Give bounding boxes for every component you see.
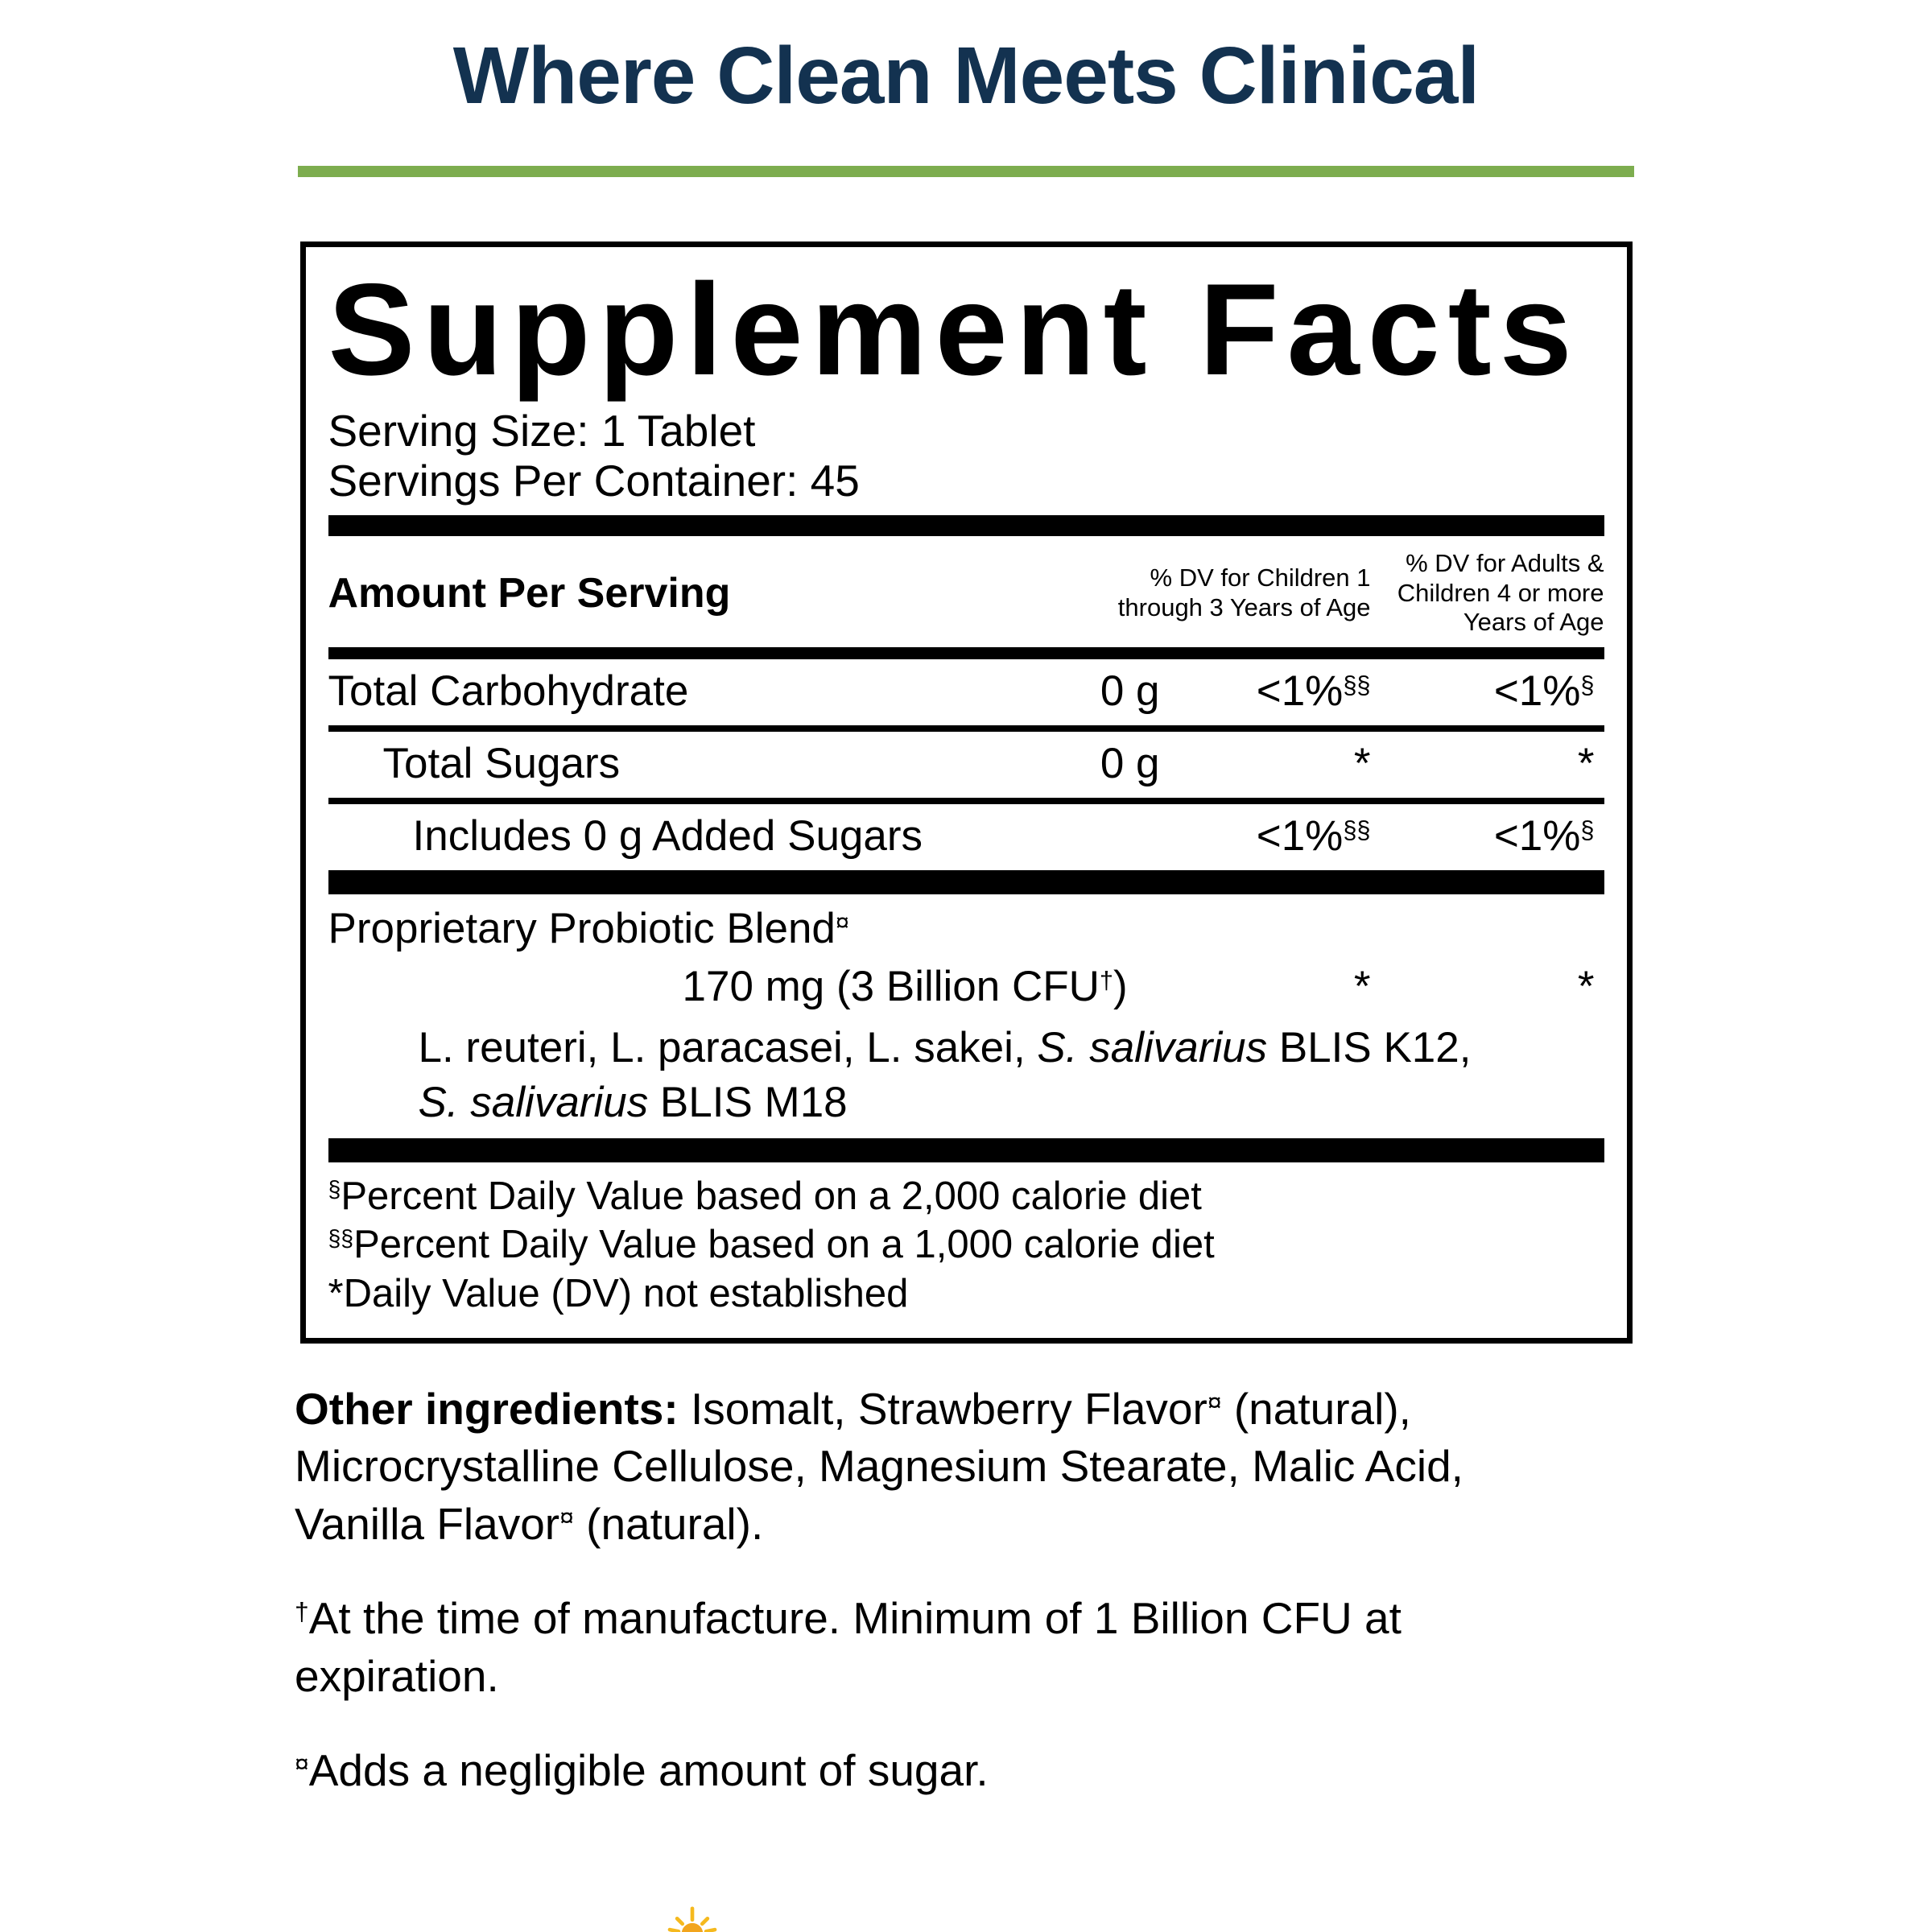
- dagger-symbol: †: [1099, 965, 1113, 994]
- manufacture-note: †At the time of manufacture. Minimum of …: [295, 1590, 1637, 1705]
- footnote-1000-calorie: §§Percent Daily Value based on a 1,000 c…: [328, 1223, 1215, 1267]
- table-header-row: Amount Per Serving % DV for Children 1 t…: [328, 536, 1604, 647]
- dv-adults-header-line: Children 4 or more: [1397, 578, 1604, 607]
- supplement-facts-panel: Supplement Facts Serving Size: 1 Tablet …: [299, 242, 1633, 1344]
- blend-footnote-symbol: ¤: [835, 907, 850, 936]
- brand-logos: vıtal NUTRIENTS hyperbiotics®: [0, 1901, 1932, 1932]
- dv-children-value: <1%§§: [1256, 667, 1371, 715]
- divider-bar-header: [328, 646, 1604, 659]
- proprietary-blend-section: Proprietary Probiotic Blend¤ 170 mg (3 B…: [328, 894, 1604, 1138]
- divider-bar-top: [328, 515, 1604, 537]
- other-ingredients-line: Microcrystalline Cellulose, Magnesium St…: [295, 1441, 1463, 1492]
- dv-adults-value: *: [1577, 962, 1595, 1010]
- serving-size: Serving Size: 1 Tablet: [328, 406, 756, 456]
- row-separator: [328, 797, 1604, 804]
- dv-footnote-symbol: §: [1580, 670, 1595, 699]
- nutrient-name: Includes 0 g Added Sugars: [412, 811, 923, 860]
- other-ingredients-line: Vanilla Flavor¤ (natural).: [295, 1498, 764, 1549]
- divider-bar-bottom: [328, 1137, 1604, 1162]
- page-title: Where Clean Meets Clinical: [452, 31, 1480, 121]
- dagger-symbol: †: [295, 1597, 309, 1627]
- footnote-2000-calorie: §Percent Daily Value based on a 2,000 ca…: [328, 1174, 1202, 1218]
- blend-name: Proprietary Probiotic Blend¤: [328, 904, 850, 952]
- footnote-dv-not-established: *Daily Value (DV) not established: [328, 1272, 909, 1316]
- sugar-note: ¤Adds a negligible amount of sugar.: [295, 1745, 989, 1796]
- table-row-total-carbohydrate: Total Carbohydrate 0 g <1%§§ <1%§: [328, 659, 1604, 725]
- manufacture-note-line: †At the time of manufacture. Minimum of …: [295, 1593, 1402, 1644]
- dv-adults-value: <1%§: [1493, 811, 1595, 860]
- sun-icon: [667, 1906, 717, 1932]
- dv-children-header: % DV for Children 1 through 3 Years of A…: [1013, 564, 1371, 622]
- nutrient-amount: 0 g: [1100, 667, 1160, 715]
- nutrient-amount: 0 g: [1100, 739, 1160, 787]
- amount-per-serving-label: Amount Per Serving: [328, 570, 731, 617]
- table-row-total-sugars: Total Sugars 0 g * *: [328, 732, 1604, 798]
- supplement-facts-heading: Supplement Facts: [328, 257, 1580, 402]
- row-separator: [328, 724, 1604, 732]
- vital-nutrients-logo: vıtal NUTRIENTS: [582, 1901, 887, 1932]
- footnotes: §Percent Daily Value based on a 2,000 ca…: [328, 1162, 1604, 1322]
- dv-children-header-line: through 3 Years of Age: [1117, 593, 1371, 622]
- other-ingredients-label: Other ingredients:: [295, 1383, 679, 1434]
- manufacture-note-line: expiration.: [295, 1650, 499, 1701]
- dv-footnote-symbol: §§: [1343, 670, 1371, 699]
- strain-list-line: L. reuteri, L. paracasei, L. sakei, S. s…: [418, 1023, 1472, 1071]
- strain-list-line: S. salivarius BLIS M18: [418, 1078, 848, 1126]
- title-underline: [298, 166, 1634, 177]
- divider-bar-mid: [328, 869, 1604, 894]
- currency-symbol: ¤: [295, 1749, 309, 1779]
- blend-amount-row: 170 mg (3 Billion CFU†) * *: [328, 955, 1604, 1021]
- nutrient-name: Total Carbohydrate: [328, 667, 689, 715]
- dv-adults-header-line: % DV for Adults &: [1406, 549, 1604, 578]
- blend-amount: 170 mg (3 Billion CFU†): [682, 962, 1128, 1010]
- table-row-added-sugars: Includes 0 g Added Sugars <1%§§ <1%§: [328, 804, 1604, 870]
- dv-adults-value: *: [1577, 739, 1595, 787]
- dv-adults-header: % DV for Adults & Children 4 or more Yea…: [1371, 549, 1604, 638]
- other-ingredients-line: Other ingredients: Isomalt, Strawberry F…: [295, 1383, 1411, 1434]
- nutrient-name: Total Sugars: [382, 739, 621, 787]
- dv-children-value: <1%§§: [1256, 811, 1371, 860]
- dv-adults-value: <1%§: [1493, 667, 1595, 715]
- servings-per-container: Servings Per Container: 45: [328, 455, 860, 506]
- dv-children-header-line: % DV for Children 1: [1150, 564, 1371, 592]
- other-ingredients: Other ingredients: Isomalt, Strawberry F…: [295, 1381, 1637, 1554]
- dv-children-value: *: [1353, 962, 1371, 1010]
- dv-children-value: *: [1353, 739, 1371, 787]
- dv-adults-header-line: Years of Age: [1463, 608, 1604, 637]
